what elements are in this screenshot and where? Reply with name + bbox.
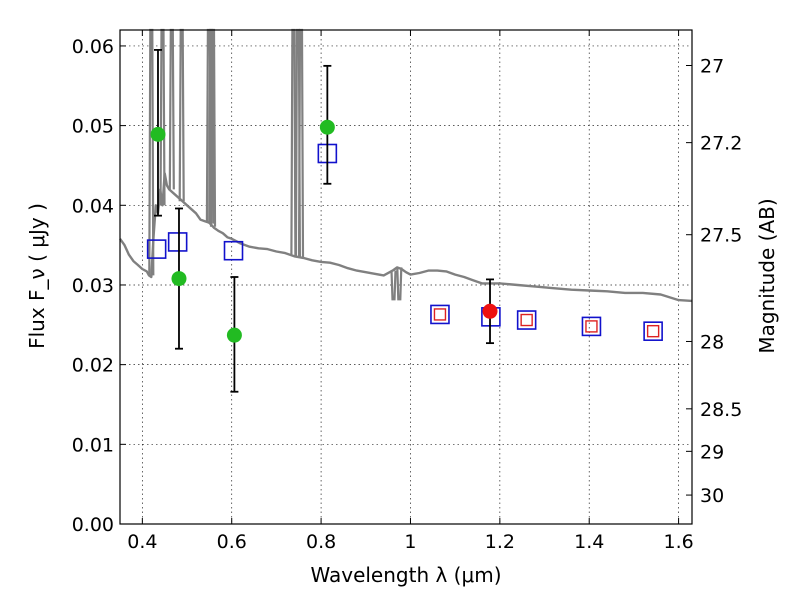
right-axis-label: Magnitude (AB) bbox=[755, 198, 779, 353]
model_photometry_nir-point bbox=[433, 308, 447, 321]
observed_optical-point bbox=[150, 126, 166, 142]
points-layer bbox=[146, 49, 663, 393]
model_photometry-point bbox=[516, 310, 537, 330]
model_photometry-point bbox=[643, 321, 663, 341]
y-axis-label: Flux F_ν ( μJy ) bbox=[25, 203, 49, 349]
observed_optical-point bbox=[171, 271, 187, 287]
model_photometry_nir-point bbox=[646, 324, 660, 338]
absorption-line bbox=[396, 267, 403, 301]
model_photometry-point bbox=[581, 316, 602, 337]
x-tick-label: 0.6 bbox=[217, 531, 247, 553]
model_photometry-point bbox=[146, 239, 167, 259]
y-tick-label: 0.02 bbox=[72, 355, 114, 377]
model_photometry-point bbox=[223, 240, 244, 261]
right-tick-label: 27.5 bbox=[700, 225, 742, 247]
right-tick-label: 28 bbox=[700, 331, 724, 353]
model_photometry_nir-point bbox=[520, 313, 533, 327]
x-tick-label: 1 bbox=[404, 531, 416, 553]
x-tick-label: 0.8 bbox=[306, 531, 336, 553]
axes-layer: 0.4 0.6 0.8 1 1.2 1.4 1.6 0.00 0.01 0.02 0.03 0.04 0… bbox=[72, 29, 742, 553]
absorption-line bbox=[390, 270, 397, 301]
y-tick-label: 0.00 bbox=[72, 514, 114, 536]
right-tick-label: 30 bbox=[700, 485, 724, 507]
labels-layer: Wavelength λ (μm) Flux F_ν ( μJy ) Magni… bbox=[25, 198, 779, 587]
model_photometry-point bbox=[430, 304, 450, 325]
model_photometry_nir-point bbox=[585, 320, 598, 333]
y-tick-label: 0.06 bbox=[72, 36, 114, 58]
plot-frame bbox=[119, 29, 693, 525]
observed_optical-point bbox=[226, 327, 242, 343]
x-axis-label: Wavelength λ (μm) bbox=[310, 563, 501, 587]
x-tick-label: 1.2 bbox=[485, 531, 515, 553]
observed_nir-point bbox=[482, 303, 498, 319]
x-tick-label: 0.4 bbox=[127, 531, 157, 553]
right-tick-label: 29 bbox=[700, 441, 724, 463]
x-tick-label: 1.4 bbox=[574, 531, 604, 553]
y-tick-label: 0.05 bbox=[72, 116, 114, 138]
right-tick-label: 28.5 bbox=[700, 399, 742, 421]
y-tick-label: 0.03 bbox=[72, 275, 114, 297]
right-tick-label: 27 bbox=[700, 56, 724, 78]
x-tick-label: 1.6 bbox=[663, 531, 693, 553]
model_photometry-point bbox=[167, 232, 188, 252]
y-tick-label: 0.04 bbox=[72, 195, 114, 217]
y-tick-label: 0.01 bbox=[72, 434, 114, 456]
right-tick-label: 27.2 bbox=[700, 133, 742, 155]
observed_optical-point bbox=[319, 119, 335, 135]
